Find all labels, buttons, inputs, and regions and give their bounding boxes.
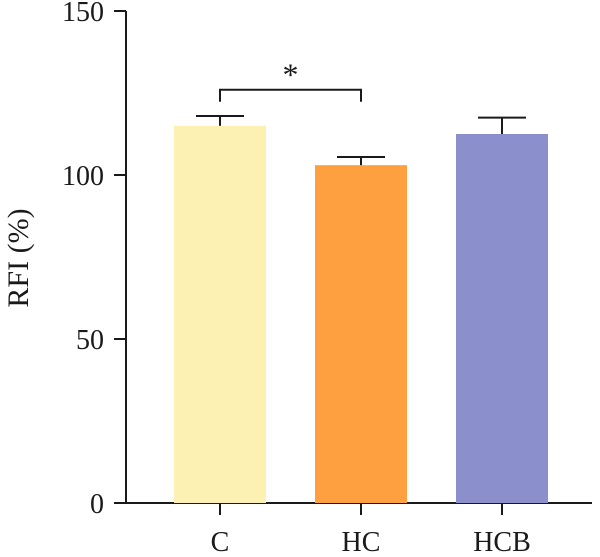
y-tick-label: 0 <box>90 489 104 520</box>
significance-annotations: * <box>219 57 362 102</box>
significance-bracket <box>219 88 362 102</box>
y-axis: 0 50 100 150 <box>62 0 127 520</box>
bar-hc <box>315 165 407 503</box>
x-axis: C HC HCB <box>126 502 592 557</box>
bar-c <box>174 125 266 504</box>
x-tick-label: C <box>211 527 230 557</box>
bar-hcb <box>456 134 548 503</box>
bars <box>174 125 548 504</box>
significance-label: * <box>283 57 299 93</box>
y-tick-label: 50 <box>76 325 104 356</box>
y-axis-title: RFI (%) <box>2 208 35 307</box>
error-bars <box>196 114 526 166</box>
y-tick-label: 100 <box>62 161 104 192</box>
y-tick-label: 150 <box>62 0 104 28</box>
x-tick-label: HCB <box>473 527 531 557</box>
x-tick-label: HC <box>342 527 381 557</box>
